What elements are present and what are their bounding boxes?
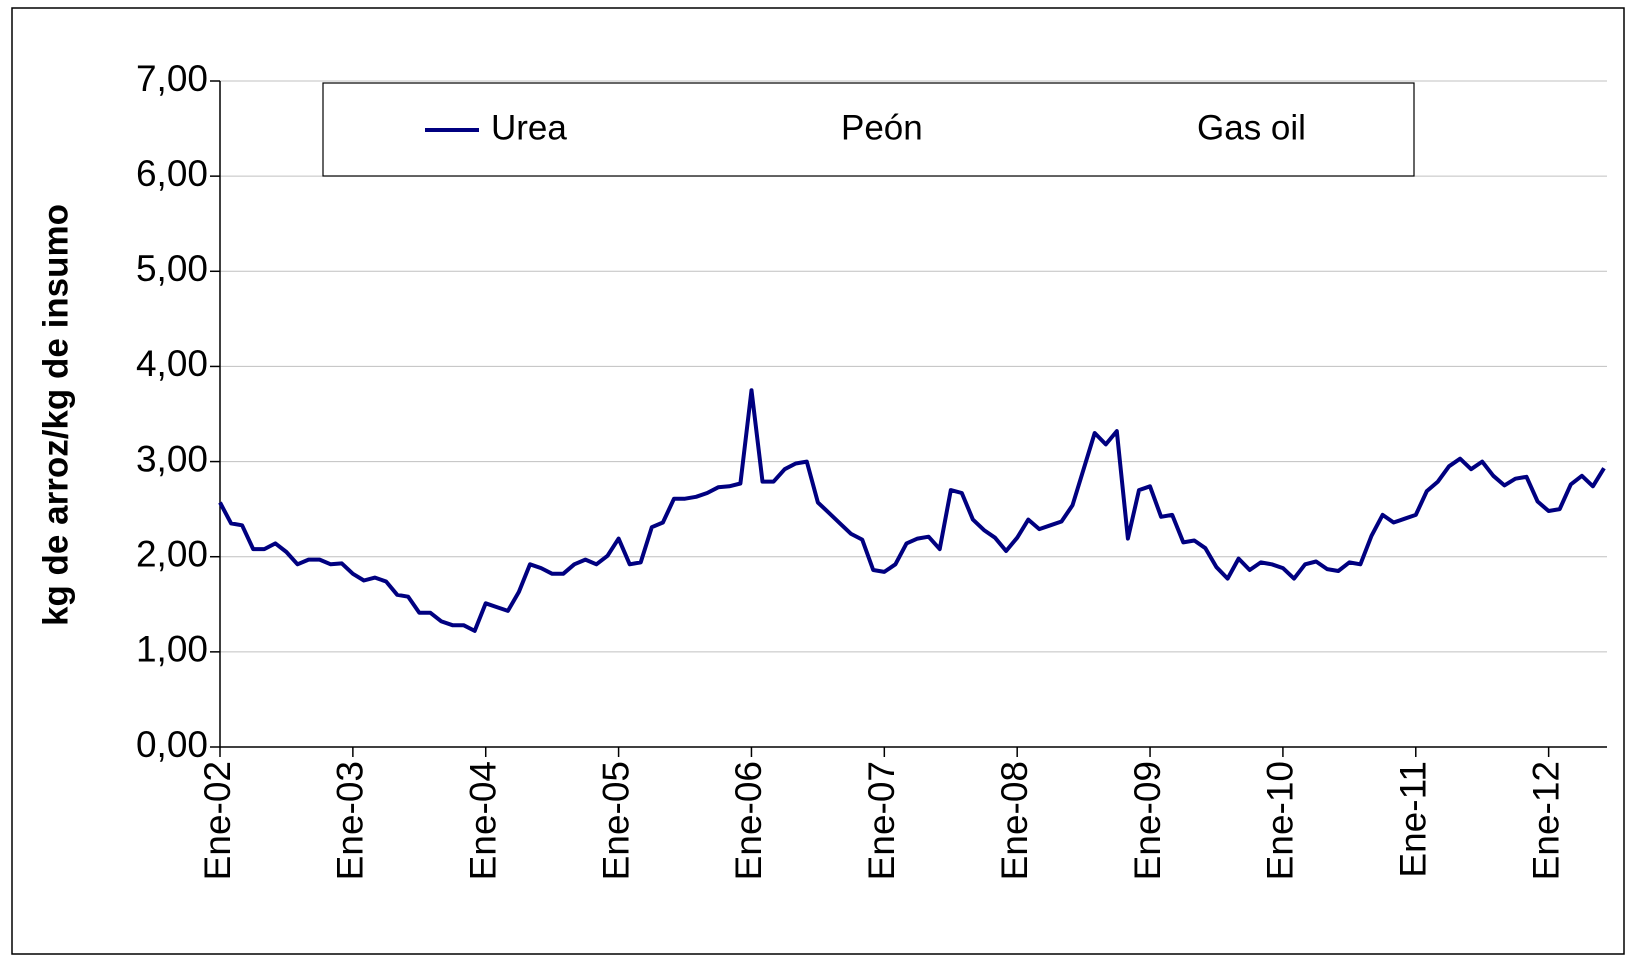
x-tick-label: Ene-03 xyxy=(330,761,371,880)
y-tick-label: 4,00 xyxy=(136,343,208,384)
y-tick-label: 7,00 xyxy=(136,58,208,99)
legend-label: Peón xyxy=(841,108,923,147)
line-series xyxy=(218,388,1606,633)
x-tick-label: Ene-02 xyxy=(197,761,238,880)
y-axis-title: kg de arroz/kg de insumo xyxy=(36,204,75,626)
x-tick-label: Ene-10 xyxy=(1260,761,1301,880)
y-tick-label: 2,00 xyxy=(136,533,208,574)
x-tick-label: Ene-11 xyxy=(1393,761,1434,878)
legend-label: Gas oil xyxy=(1197,108,1306,147)
x-tick-label: Ene-04 xyxy=(463,761,504,880)
y-tick-label: 3,00 xyxy=(136,438,208,479)
y-tick-label: 6,00 xyxy=(136,153,208,194)
legend-label: Urea xyxy=(491,108,567,147)
y-tick-label: 1,00 xyxy=(136,629,208,670)
x-tick-label: Ene-07 xyxy=(861,761,902,880)
y-tick-label: 5,00 xyxy=(136,248,208,289)
x-tick-label: Ene-12 xyxy=(1525,761,1566,880)
x-tick-label: Ene-08 xyxy=(994,761,1035,880)
x-tick-label: Ene-05 xyxy=(595,761,636,880)
legend-box xyxy=(322,82,1415,177)
y-tick-label: 0,00 xyxy=(136,724,208,765)
x-tick-label: Ene-09 xyxy=(1127,761,1168,880)
x-tick-label: Ene-06 xyxy=(728,761,769,880)
